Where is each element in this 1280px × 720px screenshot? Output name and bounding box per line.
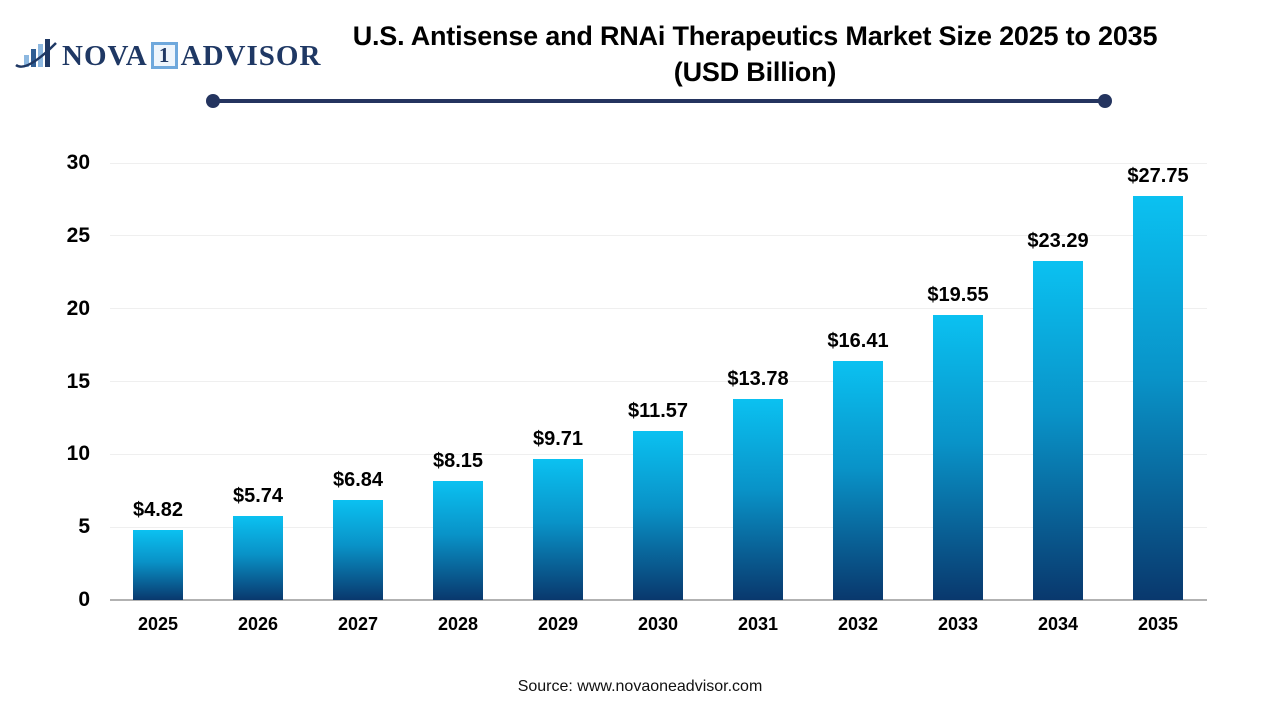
- chart-title: U.S. Antisense and RNAi Therapeutics Mar…: [250, 18, 1260, 90]
- value-label-2028: $8.15: [432, 450, 484, 472]
- y-tick-label-10: 10: [66, 442, 90, 466]
- y-tick-label-25: 25: [66, 223, 90, 247]
- value-label-2031: $13.78: [727, 368, 789, 390]
- x-tick-label-2028: 2028: [437, 614, 479, 634]
- logo-text-nova: NOVA: [62, 39, 148, 72]
- bar-2033: [933, 315, 983, 600]
- chart-title-line1: U.S. Antisense and RNAi Therapeutics Mar…: [352, 21, 1158, 51]
- x-axis-line: [110, 599, 1207, 601]
- gridline-25: [110, 235, 1207, 237]
- value-label-2032: $16.41: [827, 330, 889, 352]
- bar-2027: [333, 500, 383, 600]
- x-tick-label-2029: 2029: [537, 614, 579, 634]
- y-tick-label-5: 5: [78, 515, 90, 539]
- x-tick-label-2034: 2034: [1037, 614, 1079, 634]
- bar-2025: [133, 530, 183, 600]
- x-tick-label-2031: 2031: [737, 614, 779, 634]
- value-label-2034: $23.29: [1027, 230, 1089, 252]
- x-tick-label-2027: 2027: [337, 614, 379, 634]
- y-tick-label-20: 20: [66, 296, 90, 320]
- bar-2032: [833, 361, 883, 600]
- x-tick-label-2026: 2026: [237, 614, 279, 634]
- bar-2029: [533, 459, 583, 600]
- bar-2026: [233, 516, 283, 600]
- x-tick-label-2035: 2035: [1137, 614, 1179, 634]
- gridline-20: [110, 308, 1207, 310]
- logo-boxed-one: 1: [150, 42, 178, 69]
- value-label-2033: $19.55: [927, 284, 989, 306]
- bar-chart-swoosh-icon: [14, 33, 58, 78]
- value-label-2026: $5.74: [232, 485, 284, 507]
- value-label-2035: $27.75: [1127, 165, 1189, 187]
- bar-2030: [633, 431, 683, 600]
- nova-one-advisor-logo: NOVA 1 ADVISOR: [14, 33, 321, 78]
- gridline-30: [110, 162, 1207, 164]
- bar-2031: [733, 399, 783, 600]
- y-tick-label-15: 15: [66, 369, 90, 393]
- source-text: Source: www.novaoneadvisor.com: [517, 678, 763, 695]
- bar-2035: [1133, 196, 1183, 600]
- y-tick-label-0: 0: [78, 588, 90, 611]
- value-label-2029: $9.71: [532, 428, 584, 450]
- bar-2028: [433, 481, 483, 600]
- chart-title-line2: (USD Billion): [673, 57, 837, 87]
- title-underline: [206, 94, 1112, 108]
- bar-2034: [1033, 261, 1083, 600]
- value-label-2030: $11.57: [627, 400, 689, 422]
- value-label-2027: $6.84: [332, 469, 384, 491]
- x-tick-label-2030: 2030: [637, 614, 679, 634]
- logo-text-advisor: ADVISOR: [180, 39, 322, 72]
- gridline-15: [110, 381, 1207, 382]
- value-label-2025: $4.82: [132, 499, 184, 521]
- x-tick-label-2033: 2033: [937, 614, 979, 634]
- y-tick-label-30: 30: [66, 151, 90, 174]
- x-tick-label-2025: 2025: [137, 614, 179, 634]
- x-tick-label-2032: 2032: [837, 614, 879, 634]
